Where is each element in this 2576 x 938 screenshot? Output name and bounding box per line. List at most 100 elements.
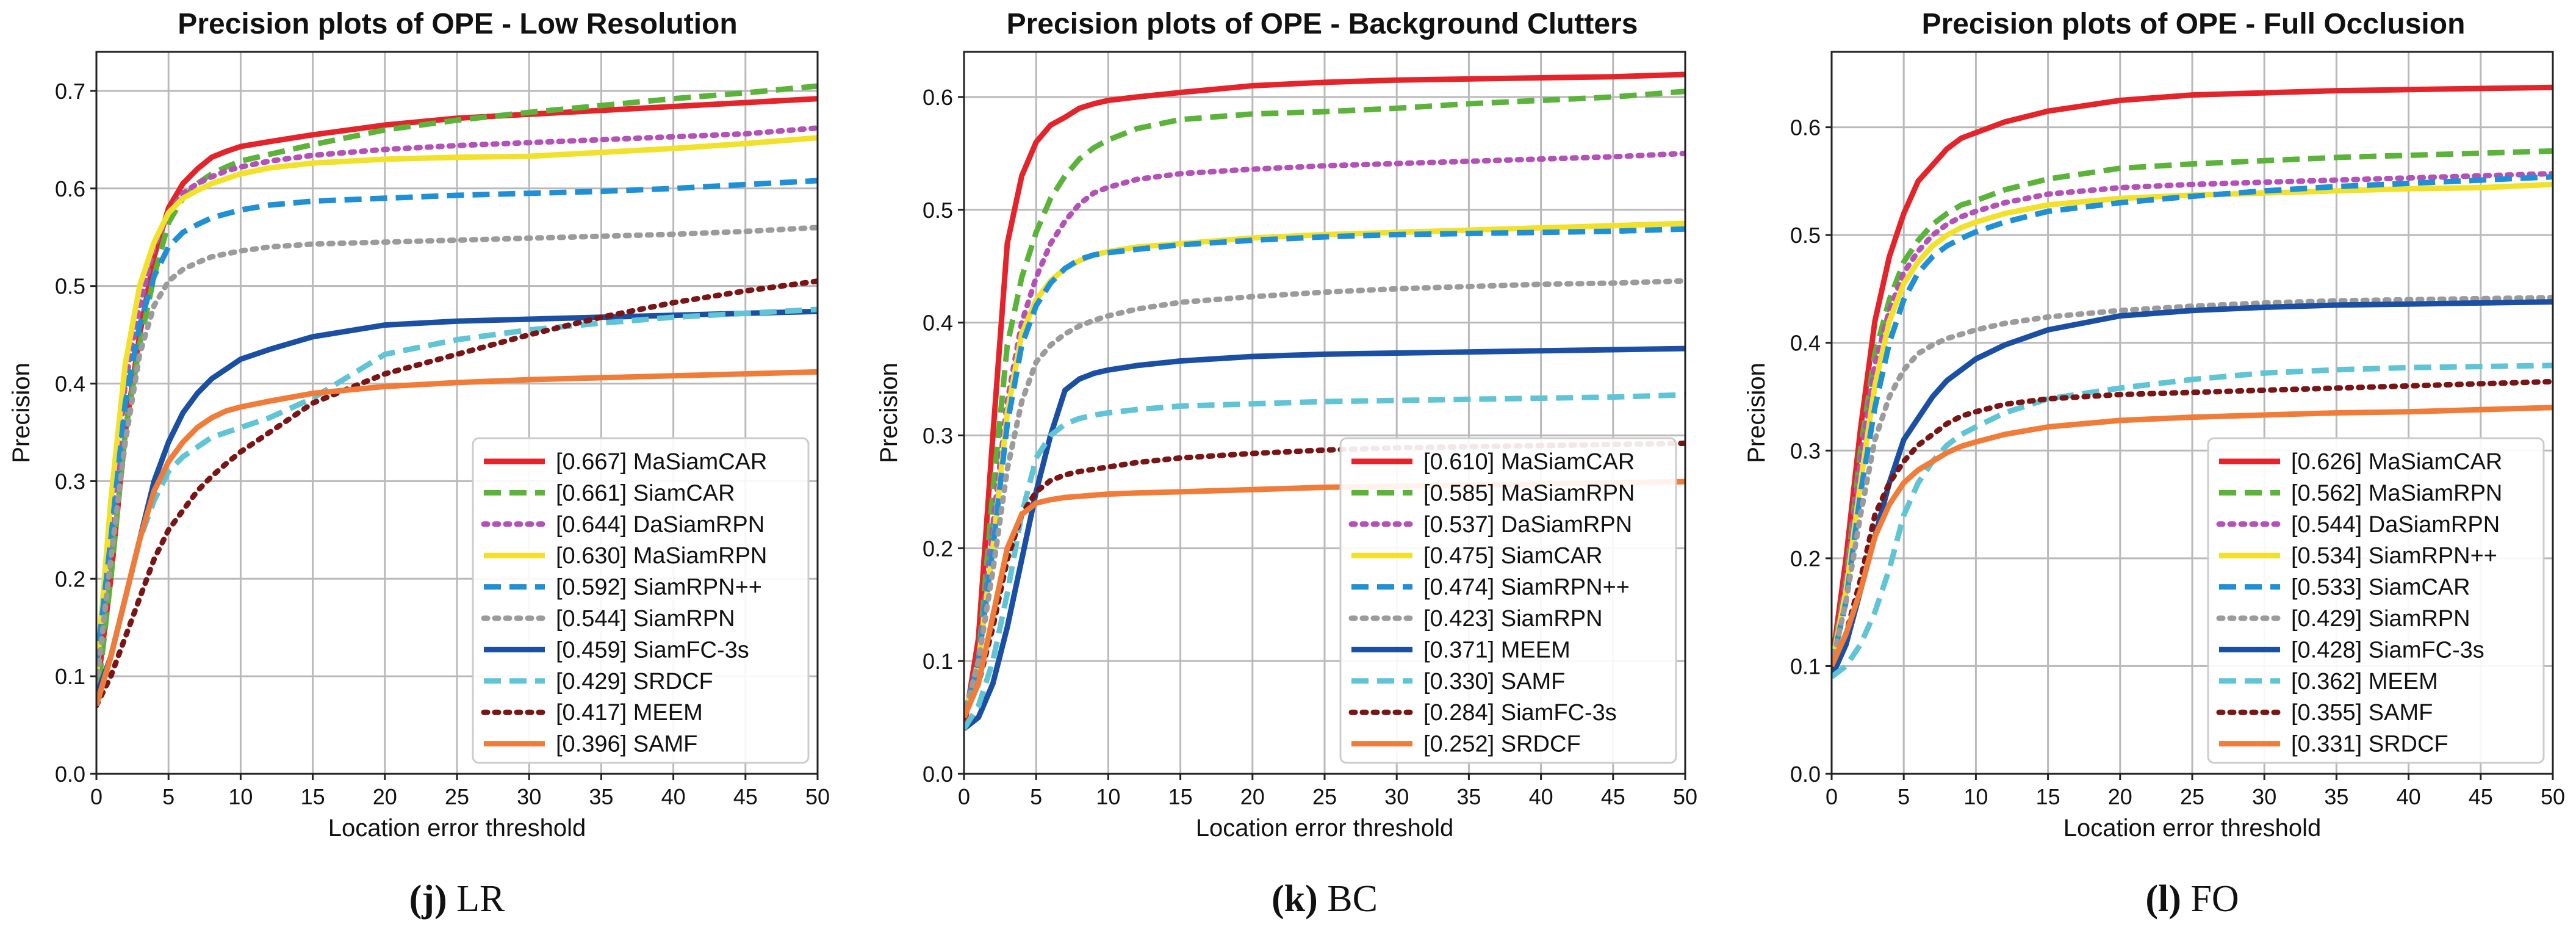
- series-line-2: [96, 83, 818, 706]
- x-tick-label: 10: [1096, 784, 1120, 809]
- series-line-3: [96, 125, 818, 679]
- series-line-5: [96, 178, 818, 667]
- y-tick-label: 0.2: [55, 566, 85, 591]
- y-tick-label: 0.0: [1790, 762, 1821, 787]
- legend-entry-label: [0.667] MaSiamCAR: [556, 449, 767, 475]
- y-tick-label: 0.5: [1790, 223, 1821, 248]
- legend-entry-label: [0.544] DaSiamRPN: [2291, 512, 2500, 538]
- legend-entry-label: [0.537] DaSiamRPN: [1423, 512, 1632, 538]
- x-tick-label: 25: [2180, 784, 2204, 809]
- figure-caption: (j) LR: [409, 878, 505, 920]
- legend-entry-label: [0.417] MEEM: [556, 700, 703, 726]
- x-tick-label: 10: [1963, 784, 1988, 809]
- legend-entry-label: [0.661] SiamCAR: [556, 480, 735, 506]
- y-tick-label: 0.5: [55, 274, 85, 299]
- y-tick-label: 0.7: [55, 79, 85, 104]
- series-line-4: [96, 135, 818, 677]
- legend-entry-label: [0.423] SiamRPN: [1423, 606, 1603, 632]
- legend-entry-label: [0.428] SiamFC-3s: [2291, 637, 2484, 663]
- y-tick-label: 0.3: [923, 423, 953, 448]
- x-tick-label: 30: [1384, 784, 1409, 809]
- legend-entry-label: [0.533] SiamCAR: [2291, 575, 2470, 601]
- caption-text: BC: [1327, 878, 1378, 920]
- series-line-2: [964, 88, 1685, 718]
- legend-entry-label: [0.429] SiamRPN: [2291, 606, 2470, 632]
- caption-text: FO: [2190, 878, 2239, 920]
- x-tick-label: 10: [228, 784, 253, 809]
- series-line-8: [1832, 363, 2553, 679]
- x-tick-label: 40: [1529, 784, 1553, 809]
- legend-entry-label: [0.610] MaSiamCAR: [1423, 449, 1635, 475]
- y-tick-label: 0.1: [923, 649, 953, 674]
- chart-title: Precision plots of OPE - Low Resolution: [178, 8, 737, 40]
- y-tick-label: 0.4: [1790, 331, 1821, 356]
- legend-entry-label: [0.630] MaSiamRPN: [556, 543, 767, 569]
- x-tick-label: 15: [2036, 784, 2060, 809]
- x-tick-label: 40: [2397, 784, 2421, 809]
- legend-box: [2207, 437, 2545, 764]
- y-tick-label: 0.6: [923, 85, 953, 110]
- legend: [0.626] MaSiamCAR [0.562] MaSiamRPN [0.544…: [2207, 437, 2545, 764]
- legend-box: [1339, 437, 1677, 764]
- legend-entry-label: [0.475] SiamCAR: [1423, 543, 1603, 569]
- series-line-5: [1832, 174, 2553, 667]
- x-tick-label: 35: [1456, 784, 1481, 809]
- legend: [0.667] MaSiamCAR [0.661] SiamCAR [0.644] …: [472, 437, 810, 764]
- series-line-9: [96, 278, 818, 709]
- chart-title: Precision plots of OPE - Full Occlusion: [1922, 8, 2466, 40]
- legend-entry-label: [0.252] SRDCF: [1423, 732, 1581, 757]
- x-tick-label: 25: [445, 784, 469, 809]
- legend-entry-label: [0.371] MEEM: [1423, 637, 1570, 663]
- y-tick-label: 0.1: [55, 664, 85, 689]
- y-tick-label: 0.6: [55, 176, 85, 201]
- x-tick-label: 15: [1168, 784, 1193, 809]
- y-tick-label: 0.0: [923, 762, 953, 787]
- x-tick-label: 45: [733, 784, 758, 809]
- y-axis-label: Precision: [876, 363, 902, 463]
- series-line-2: [1832, 148, 2553, 667]
- series-line-8: [96, 306, 818, 707]
- legend: [0.610] MaSiamCAR [0.585] MaSiamRPN [0.537…: [1339, 437, 1677, 764]
- legend-entry-label: [0.626] MaSiamCAR: [2291, 449, 2502, 475]
- series-line-9: [1832, 378, 2553, 669]
- x-tick-label: 0: [958, 784, 970, 809]
- x-tick-label: 0: [1826, 784, 1838, 809]
- legend-entry-label: [0.355] SAMF: [2291, 700, 2433, 726]
- legend-entry-label: [0.592] SiamRPN++: [556, 575, 762, 601]
- x-tick-label: 50: [2541, 784, 2565, 809]
- series-line-4: [1832, 181, 2553, 667]
- legend-entry-label: [0.330] SAMF: [1423, 669, 1565, 694]
- series-line-1: [1832, 84, 2553, 666]
- legend-entry-label: [0.534] SiamRPN++: [2291, 543, 2497, 569]
- y-axis-label: Precision: [1743, 363, 1770, 463]
- chart-panel-3: 0 5 10 15 20 25 30 35 40 45 50 0.0 0.1 0.2 0.3 0.4 0.5 0.…: [1743, 8, 2565, 920]
- legend-entry-label: [0.544] SiamRPN: [556, 606, 735, 632]
- series-line-3: [1832, 171, 2553, 669]
- x-tick-label: 30: [517, 784, 541, 809]
- series-line-10: [1832, 405, 2553, 668]
- y-tick-label: 0.0: [55, 762, 85, 787]
- x-tick-label: 50: [1673, 784, 1697, 809]
- series-line-9: [964, 440, 1685, 721]
- y-tick-label: 0.2: [1790, 546, 1821, 571]
- x-tick-label: 25: [1312, 784, 1337, 809]
- y-tick-label: 0.4: [923, 311, 953, 336]
- x-tick-label: 30: [2252, 784, 2276, 809]
- x-tick-label: 5: [1898, 784, 1910, 809]
- y-axis-label: Precision: [8, 363, 35, 463]
- chart-panel-2: 0 5 10 15 20 25 30 35 40 45 50 0.0 0.1 0.2 0.3 0.4 0.5 0.…: [876, 8, 1697, 920]
- legend-box: [472, 437, 810, 764]
- series-line-6: [1832, 295, 2553, 669]
- x-tick-label: 20: [373, 784, 397, 809]
- x-tick-label: 50: [805, 784, 830, 809]
- x-tick-label: 20: [2108, 784, 2132, 809]
- figure-caption: (k) BC: [1272, 878, 1378, 920]
- x-tick-label: 45: [2469, 784, 2493, 809]
- x-tick-label: 15: [301, 784, 325, 809]
- legend-entry-label: [0.331] SRDCF: [2291, 732, 2448, 757]
- y-tick-label: 0.5: [923, 198, 953, 223]
- series-line-7: [964, 345, 1685, 731]
- caption-text: LR: [456, 878, 505, 920]
- chart-panel-1: 0 5 10 15 20 25 30 35 40 45 50 0.0 0.1 0.2 0.3 0.4 0.5 0.…: [8, 8, 830, 920]
